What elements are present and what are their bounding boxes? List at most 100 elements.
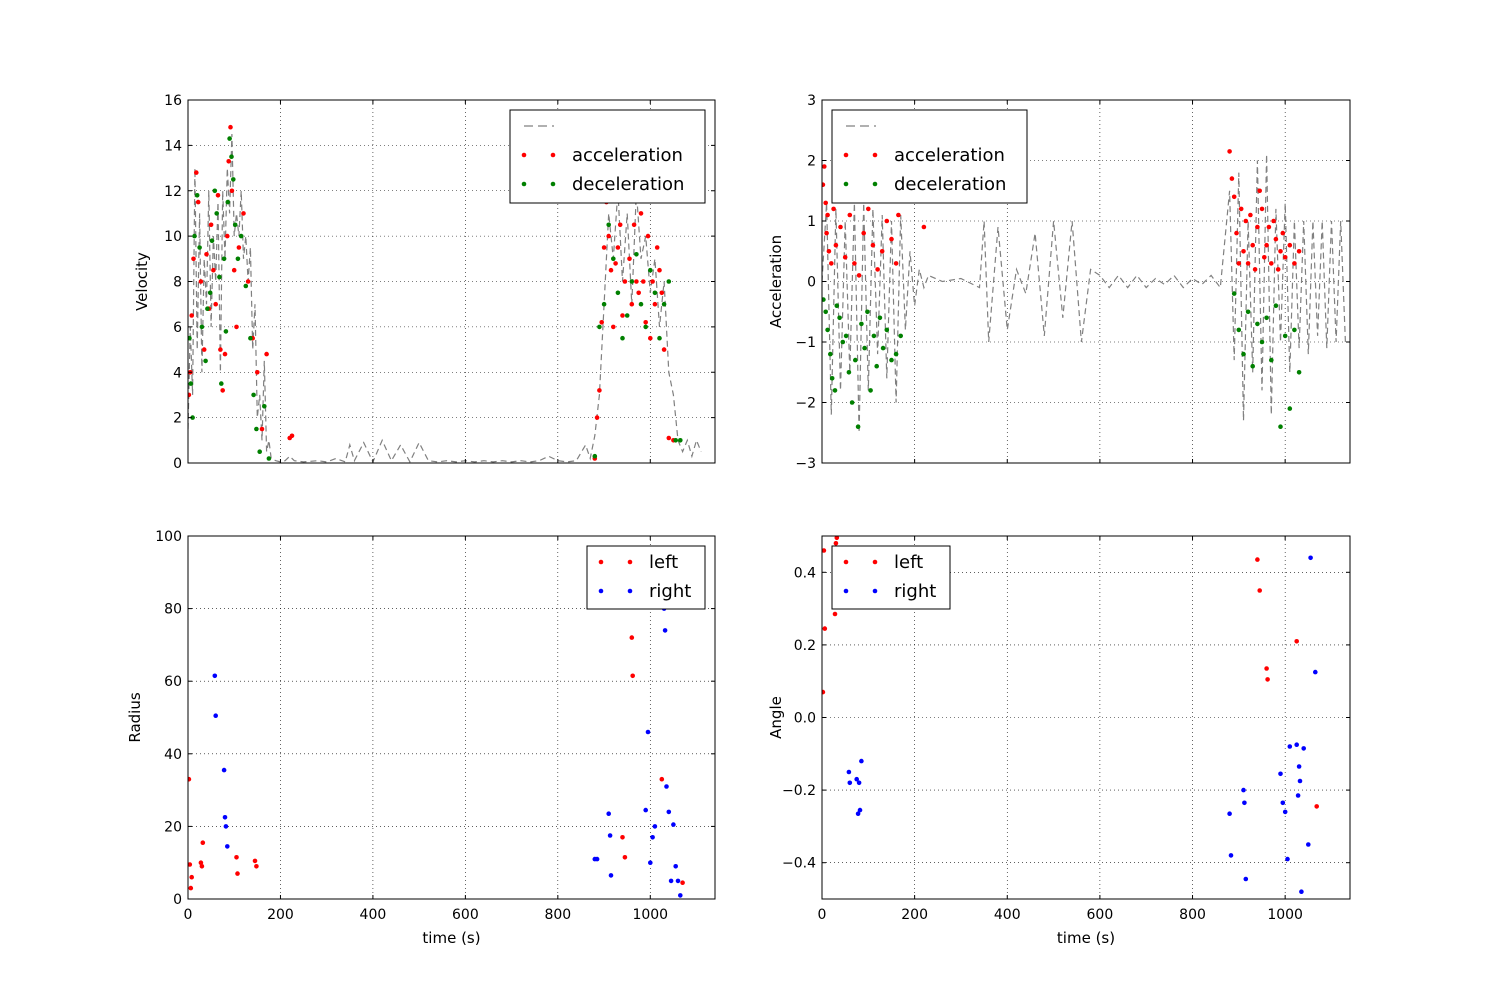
legend: left right xyxy=(831,545,951,610)
data-point-acceleration xyxy=(608,267,614,273)
data-point-acceleration xyxy=(211,267,216,273)
x-tick-label: 1000 xyxy=(1267,907,1303,923)
data-point-acceleration xyxy=(201,347,207,352)
data-point-acceleration xyxy=(627,256,632,262)
data-point-left xyxy=(822,548,827,553)
data-point-acceleration xyxy=(620,313,625,318)
data-point-deceleration xyxy=(188,381,194,386)
legend-point-swatch xyxy=(550,181,556,187)
data-point-acceleration xyxy=(657,267,662,273)
data-point-deceleration xyxy=(862,345,867,351)
data-point-acceleration xyxy=(1282,254,1288,260)
y-tick-label: 80 xyxy=(164,602,182,618)
data-point-acceleration xyxy=(666,435,672,441)
data-point-acceleration xyxy=(1255,224,1260,230)
data-point-right xyxy=(1295,793,1301,798)
data-point-right xyxy=(1296,764,1302,769)
y-tick-label: 3 xyxy=(807,93,816,109)
data-point-deceleration xyxy=(859,321,864,327)
data-point-right xyxy=(1299,889,1304,894)
data-point-acceleration xyxy=(189,313,194,318)
legend-point-swatch xyxy=(843,181,849,187)
y-tick-label: 2 xyxy=(807,154,816,170)
y-tick-label: 0.2 xyxy=(794,638,816,654)
y-tick-label: 8 xyxy=(173,275,182,291)
data-point-deceleration xyxy=(262,404,267,409)
data-point-left xyxy=(188,885,194,891)
x-tick-label: 800 xyxy=(1179,907,1206,923)
data-point-left xyxy=(189,874,194,880)
data-point-deceleration xyxy=(1231,291,1237,296)
data-point-left xyxy=(1264,666,1269,671)
plot-area xyxy=(188,606,685,898)
data-point-deceleration xyxy=(829,376,835,381)
data-point-acceleration xyxy=(208,222,214,228)
legend-box xyxy=(586,545,706,610)
data-point-right xyxy=(671,822,676,827)
y-tick-label: −0.2 xyxy=(782,783,816,799)
data-point-deceleration xyxy=(1245,309,1251,315)
data-point-right xyxy=(213,713,218,718)
data-point-acceleration xyxy=(641,279,646,284)
data-point-deceleration xyxy=(217,274,222,280)
data-point-deceleration xyxy=(611,256,616,262)
legend-label: deceleration xyxy=(894,174,1006,195)
data-point-right xyxy=(1228,853,1234,858)
data-point-right xyxy=(223,824,229,829)
data-point-deceleration xyxy=(1250,363,1255,369)
data-point-deceleration xyxy=(1241,351,1246,357)
data-point-acceleration xyxy=(1231,194,1237,200)
data-point-right xyxy=(859,758,864,764)
data-point-right xyxy=(856,780,862,786)
y-tick-label: −2 xyxy=(795,396,816,412)
data-point-deceleration xyxy=(190,415,195,420)
data-point-deceleration xyxy=(898,333,903,339)
data-point-acceleration xyxy=(870,242,876,248)
data-point-acceleration xyxy=(1266,224,1272,230)
data-point-acceleration xyxy=(597,388,602,393)
legend-point-swatch xyxy=(872,152,878,158)
data-point-acceleration xyxy=(229,188,235,194)
data-point-acceleration xyxy=(615,245,621,250)
data-point-acceleration xyxy=(654,245,660,250)
data-point-acceleration xyxy=(1250,242,1255,248)
data-point-deceleration xyxy=(199,324,205,330)
data-point-right xyxy=(1243,876,1249,882)
legend-point-swatch xyxy=(872,181,878,187)
data-point-acceleration xyxy=(643,320,648,325)
data-point-acceleration xyxy=(838,224,843,230)
data-point-acceleration xyxy=(204,252,209,257)
data-point-acceleration xyxy=(215,193,221,198)
data-point-left xyxy=(188,862,193,867)
data-point-left xyxy=(680,880,685,885)
data-point-left xyxy=(834,536,840,541)
data-point-acceleration xyxy=(825,212,830,218)
data-point-acceleration xyxy=(225,233,230,239)
x-tick-label: 400 xyxy=(994,907,1021,923)
data-point-left xyxy=(235,871,240,876)
data-point-acceleration xyxy=(1241,249,1246,254)
data-point-right xyxy=(1227,811,1232,816)
data-point-deceleration xyxy=(880,345,886,351)
legend: left right xyxy=(586,545,706,610)
data-point-deceleration xyxy=(673,438,678,443)
data-point-deceleration xyxy=(1278,424,1283,430)
x-tick-label: 1000 xyxy=(632,907,668,923)
data-point-left xyxy=(622,855,628,860)
data-point-left xyxy=(234,855,239,860)
legend-point-swatch xyxy=(598,559,604,565)
data-point-acceleration xyxy=(822,182,826,187)
y-tick-label: 1 xyxy=(807,214,816,230)
data-point-acceleration xyxy=(611,324,616,330)
x-tick-label: 400 xyxy=(360,907,387,923)
data-point-acceleration xyxy=(1236,261,1242,266)
data-point-right xyxy=(1282,809,1288,815)
data-point-deceleration xyxy=(214,211,219,216)
data-point-deceleration xyxy=(251,392,256,398)
data-point-acceleration xyxy=(1264,242,1269,248)
data-point-deceleration xyxy=(205,306,210,312)
legend-point-swatch xyxy=(550,152,556,158)
data-point-deceleration xyxy=(248,335,253,341)
data-point-acceleration xyxy=(824,230,829,236)
data-point-acceleration xyxy=(1262,254,1267,260)
